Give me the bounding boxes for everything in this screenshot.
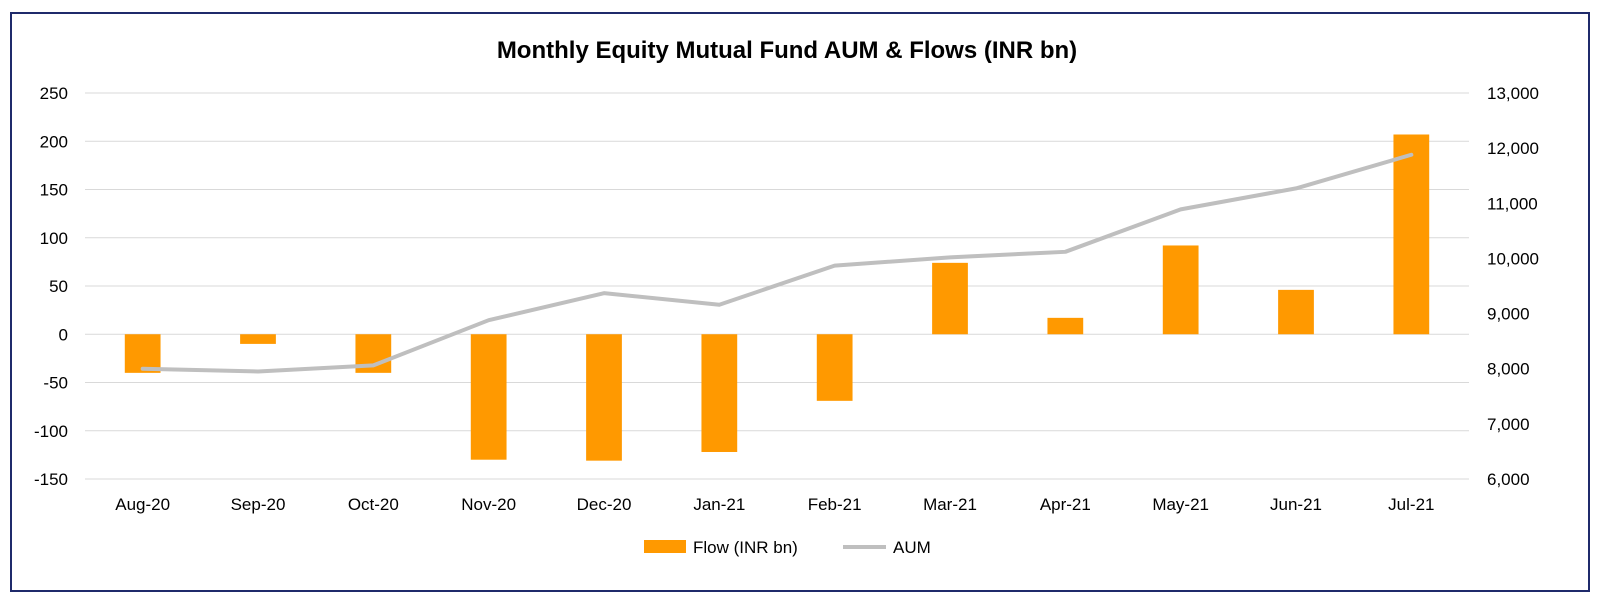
left-tick-label: 50	[49, 277, 68, 296]
right-tick-label: 13,000	[1487, 84, 1539, 103]
x-tick-label: Dec-20	[577, 495, 632, 514]
flow-bar	[1047, 317, 1084, 335]
aum-line	[140, 152, 1414, 374]
chart-title: Monthly Equity Mutual Fund AUM & Flows (…	[497, 37, 1077, 64]
right-tick-label: 11,000	[1487, 194, 1538, 213]
right-tick-label: 10,000	[1487, 249, 1539, 268]
flow-bar	[470, 334, 507, 460]
flow-bar	[586, 334, 622, 461]
flow-bar	[1162, 245, 1199, 335]
left-tick-label: 200	[40, 132, 68, 151]
left-tick-label: 100	[40, 229, 68, 248]
x-axis: Aug-20 Sep-20 Oct-20 Nov-20 Dec-20 Jan-21 Feb-…	[115, 495, 1434, 514]
legend-label-flow: Flow (INR bn)	[693, 538, 798, 557]
flow-bars	[124, 134, 1430, 461]
legend-label-aum: AUM	[893, 538, 931, 557]
x-tick-label: Oct-20	[348, 495, 399, 514]
x-tick-label: Feb-21	[808, 495, 862, 514]
left-tick-label: -150	[34, 470, 68, 489]
left-tick-label: -50	[43, 374, 68, 393]
chart-frame	[10, 12, 1590, 592]
legend-swatch-flow	[644, 540, 686, 553]
x-tick-label: Apr-21	[1040, 495, 1091, 514]
flow-bar	[124, 334, 161, 373]
right-tick-label: 6,000	[1487, 470, 1530, 489]
x-tick-label: Jul-21	[1388, 495, 1434, 514]
flow-bar	[701, 334, 738, 452]
gridlines	[85, 92, 1469, 480]
x-tick-label: Jun-21	[1270, 495, 1322, 514]
left-tick-label: 0	[59, 325, 68, 344]
flow-bar	[240, 334, 276, 344]
flow-bar	[1278, 289, 1314, 335]
left-tick-label: -100	[34, 422, 68, 441]
right-tick-label: 7,000	[1487, 415, 1530, 434]
x-tick-label: Mar-21	[923, 495, 977, 514]
x-tick-label: Aug-20	[115, 495, 170, 514]
x-tick-label: Jan-21	[693, 495, 745, 514]
left-axis: -150 -100 -50 0 50 100 150 200 250	[34, 84, 68, 489]
right-axis: 6,000 7,000 8,000 9,000 10,000 11,000 12,000 13…	[1487, 84, 1539, 489]
flow-bar	[1393, 134, 1430, 335]
aum-line-group	[140, 152, 1414, 374]
right-tick-label: 8,000	[1487, 360, 1530, 379]
left-tick-label: 150	[40, 181, 68, 200]
flow-bar	[932, 262, 968, 335]
legend: Flow (INR bn) AUM	[644, 538, 931, 557]
right-tick-label: 9,000	[1487, 305, 1530, 324]
right-tick-label: 12,000	[1487, 139, 1539, 158]
flow-bar	[816, 334, 853, 401]
x-tick-label: Sep-20	[231, 495, 286, 514]
x-tick-label: Nov-20	[461, 495, 516, 514]
left-tick-label: 250	[40, 84, 68, 103]
x-tick-label: May-21	[1152, 495, 1209, 514]
